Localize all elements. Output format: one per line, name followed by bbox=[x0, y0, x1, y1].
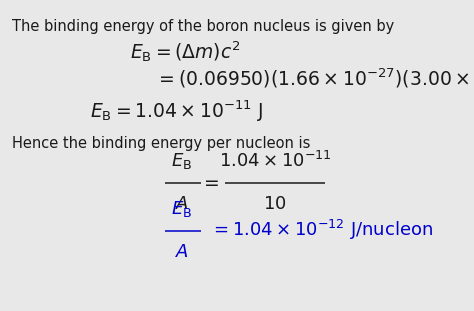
Text: $10$: $10$ bbox=[263, 195, 287, 213]
Text: Hence the binding energy per nucleon is: Hence the binding energy per nucleon is bbox=[12, 136, 310, 151]
Text: $1.04\times10^{-11}$: $1.04\times10^{-11}$ bbox=[219, 151, 331, 171]
Text: $E_{\rm B}$: $E_{\rm B}$ bbox=[172, 151, 192, 171]
Text: $= (0.06950)(1.66\times10^{-27})(3.00\times10^{8})^{2}$: $= (0.06950)(1.66\times10^{-27})(3.00\ti… bbox=[155, 66, 474, 90]
Text: $=$: $=$ bbox=[201, 173, 220, 192]
Text: $E_{\rm B}$: $E_{\rm B}$ bbox=[172, 199, 192, 219]
Text: $A$: $A$ bbox=[175, 243, 189, 261]
Text: $E_{\rm B} = 1.04\times10^{-11}$ J: $E_{\rm B} = 1.04\times10^{-11}$ J bbox=[90, 98, 263, 123]
Text: $E_{\rm B} = (\Delta m)c^{2}$: $E_{\rm B} = (\Delta m)c^{2}$ bbox=[130, 39, 240, 64]
Text: The binding energy of the boron nucleus is given by: The binding energy of the boron nucleus … bbox=[12, 19, 394, 34]
Text: $= 1.04\times10^{-12}$ J/nucleon: $= 1.04\times10^{-12}$ J/nucleon bbox=[210, 218, 433, 242]
Text: $A$: $A$ bbox=[175, 195, 189, 213]
